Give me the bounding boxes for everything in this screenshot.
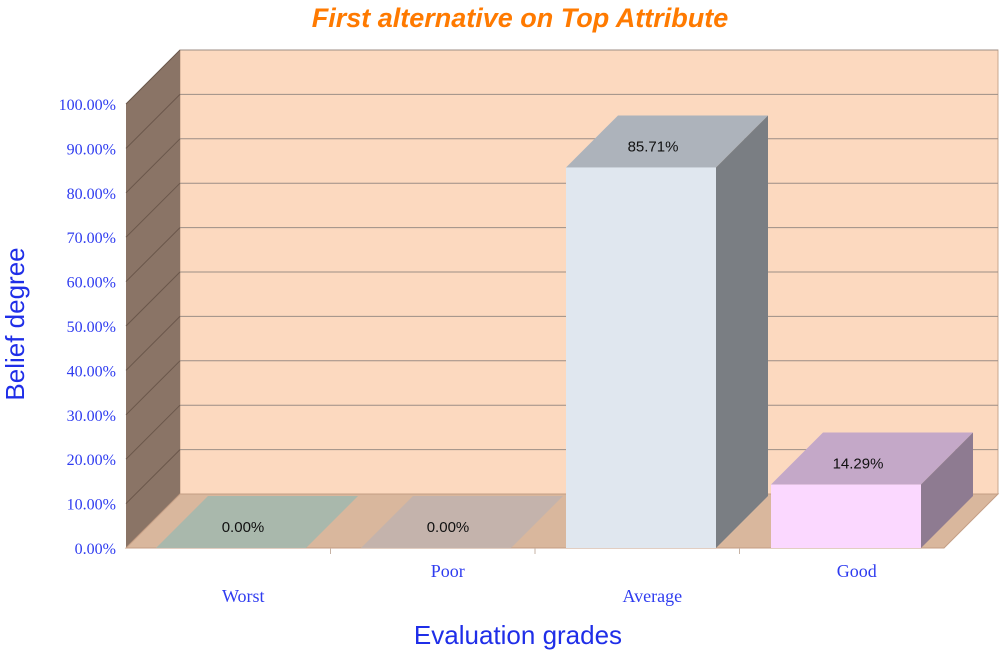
gridline-side-9	[125, 94, 181, 149]
y-tick-label: 100.00%	[59, 97, 116, 114]
y-tick-label: 60.00%	[67, 275, 116, 292]
x-axis-categories: Worst Poor Average Good	[222, 548, 877, 606]
bar-value-label: 14.29%	[833, 456, 884, 473]
gridline-side-6	[125, 227, 181, 282]
bar-top	[156, 496, 358, 548]
gridline-side-7	[125, 182, 181, 238]
gridline-side-4	[125, 316, 181, 371]
bar-worst: 0.00%	[156, 496, 358, 548]
y-axis-title: Belief degree	[0, 247, 30, 400]
x-axis-title: Evaluation grades	[414, 620, 622, 650]
gridline-side-2	[125, 404, 181, 460]
bar-front	[771, 484, 921, 548]
y-axis-ticks: 0.00% 10.00% 20.00% 30.00% 40.00% 50.00% 60.00…	[59, 97, 116, 558]
y-tick-label: 70.00%	[67, 230, 116, 247]
bar-value-label: 85.71%	[628, 138, 679, 155]
x-tick-label: Average	[622, 586, 682, 606]
gridline-side-1	[125, 449, 181, 504]
y-tick-label: 80.00%	[67, 186, 116, 203]
y-tick-label: 10.00%	[67, 497, 116, 514]
chart-title: First alternative on Top Attribute	[312, 3, 729, 33]
y-tick-label: 0.00%	[75, 541, 116, 558]
gridline-side-10	[125, 49, 181, 105]
y-tick-label: 40.00%	[67, 363, 116, 380]
gridline-side-8	[125, 138, 181, 194]
y-tick-label: 50.00%	[67, 319, 116, 336]
bar-top	[771, 432, 973, 485]
bar-poor: 0.00%	[361, 496, 563, 548]
gridline-side-5	[125, 271, 181, 327]
bar-side	[921, 432, 973, 548]
bar-value-label: 0.00%	[222, 519, 265, 536]
bar-side	[716, 115, 768, 548]
y-tick-label: 20.00%	[67, 452, 116, 469]
bar-good: 14.29%	[771, 432, 973, 548]
bars: 0.00% 0.00% 85.71% 14.29%	[156, 115, 973, 548]
bar-top	[361, 496, 563, 548]
x-tick-label: Poor	[431, 561, 465, 581]
y-tick-label: 30.00%	[67, 408, 116, 425]
x-tick-label: Good	[837, 561, 877, 581]
bar-top	[566, 115, 768, 168]
bar-value-label: 0.00%	[427, 519, 470, 536]
bar-front	[566, 167, 716, 548]
x-tick-label: Worst	[222, 586, 265, 606]
bar-average: 85.71%	[566, 115, 768, 548]
y-tick-label: 90.00%	[67, 141, 116, 158]
gridline-side-3	[125, 360, 181, 416]
